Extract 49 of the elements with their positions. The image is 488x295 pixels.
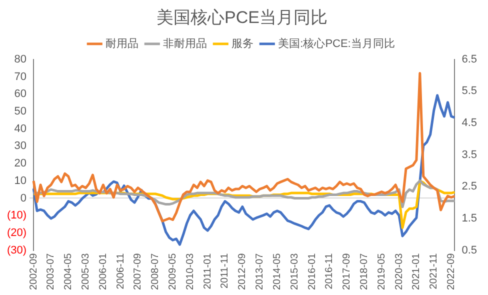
legend-label: 非耐用品 (163, 36, 208, 50)
y-tick-label: 60 (14, 88, 27, 100)
x-tick-label: 2014-05 (272, 252, 283, 290)
y2-tick-label: 6.5 (462, 53, 478, 66)
legend-label: 服务 (232, 38, 254, 50)
x-tick-label: 2021-11 (428, 252, 440, 290)
x-tick-label: 2016-01 (306, 252, 318, 290)
y-tick-label: 50 (14, 105, 27, 118)
x-tick-label: 2010-03 (184, 252, 196, 290)
x-tick-label: 2015-03 (289, 252, 300, 290)
y-tick-label: 40 (14, 122, 27, 135)
y-tick-label: 10 (14, 174, 27, 187)
x-tick-label: 2017-09 (342, 252, 353, 290)
y-tick-label: 80 (14, 53, 27, 66)
x-tick-label: 2002-09 (28, 252, 40, 290)
x-tick-label: 2011-01 (202, 252, 214, 290)
y-tick-label: (10) (7, 210, 27, 222)
y-tick-label: 20 (14, 158, 27, 170)
y2-tick-label: 5.5 (462, 85, 478, 98)
x-tick-label: 2003-07 (46, 252, 57, 290)
x-tick-label: 2018-07 (358, 252, 370, 290)
legend-label: 耐用品 (106, 38, 139, 50)
x-tick-label: 2022-09 (446, 252, 457, 290)
y2-tick-label: 3.5 (462, 148, 478, 161)
x-tick-label: 2007-09 (132, 252, 144, 290)
x-tick-label: 2016-11 (324, 252, 336, 290)
x-tick-label: 2021-01 (411, 252, 422, 290)
x-tick-label: 2008-07 (150, 252, 162, 290)
x-tick-label: 2011-11 (220, 252, 231, 289)
x-tick-label: 2006-11 (115, 252, 126, 290)
y2-tick-label: 0.5 (462, 244, 478, 256)
x-tick-label: 2006-01 (98, 252, 109, 290)
y2-tick-label: 2.5 (462, 180, 478, 193)
x-tick-label: 2013-07 (254, 252, 266, 290)
x-tick-label: 2005-03 (80, 252, 92, 290)
legend-label: 美国:核心PCE:当月同比 (278, 36, 395, 50)
y-tick-label: 0 (20, 192, 27, 204)
x-tick-label: 2012-09 (237, 252, 248, 290)
y-tick-label: 30 (14, 140, 27, 152)
chart-title: 美国核心PCE当月同比 (156, 8, 328, 27)
x-tick-label: 2004-05 (63, 252, 74, 290)
x-tick-label: 2009-05 (168, 252, 179, 290)
y-tick-label: 70 (14, 70, 27, 83)
y2-tick-label: 4.5 (462, 117, 478, 130)
x-tick-label: 2019-05 (376, 252, 388, 290)
y-tick-label: (20) (7, 226, 27, 239)
y-tick-label: (30) (7, 244, 27, 256)
x-tick-label: 2020-03 (394, 252, 405, 290)
y2-tick-label: 1.5 (462, 212, 478, 225)
